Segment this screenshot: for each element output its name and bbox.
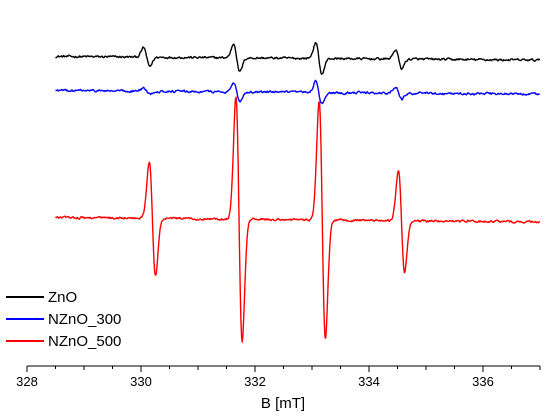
x-axis-label: B [mT] [261, 395, 305, 412]
x-tick-label: 330 [130, 374, 152, 389]
legend-label: NZnO_300 [48, 311, 121, 328]
series-line-nzno-300 [55, 79, 540, 105]
x-axis: 328 330 332 334 336 [16, 365, 541, 389]
x-tick-label: 328 [16, 374, 38, 389]
legend-label: NZnO_500 [48, 333, 121, 350]
legend: ZnO NZnO_300 NZnO_500 [6, 289, 121, 350]
x-tick-label: 334 [358, 374, 380, 389]
x-tick-label: 336 [472, 374, 494, 389]
series-line-nzno-500 [55, 96, 541, 343]
series-line-zno [55, 41, 541, 75]
x-tick-label: 332 [244, 374, 266, 389]
legend-label: ZnO [48, 289, 77, 306]
plot-area [55, 41, 541, 343]
